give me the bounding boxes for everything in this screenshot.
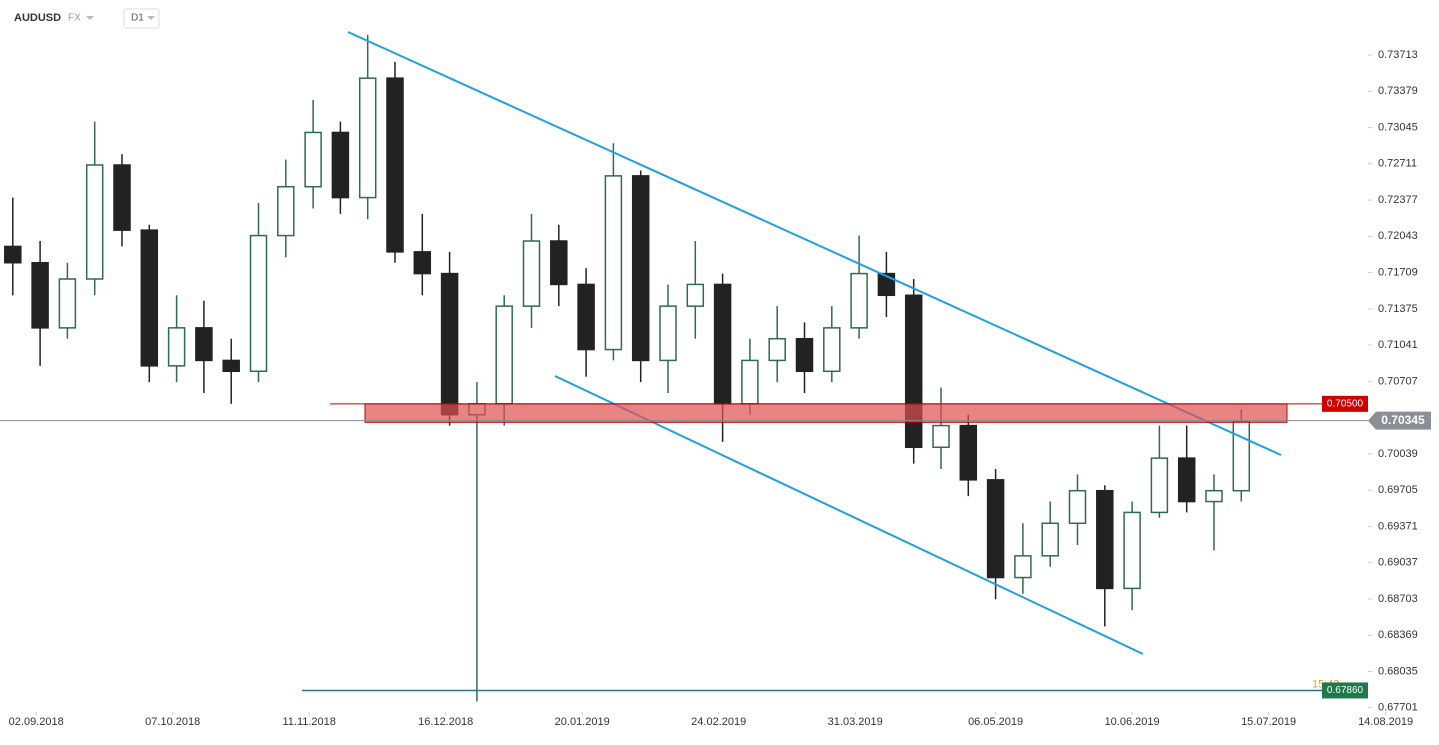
y-tick-label: 0.68369	[1378, 629, 1418, 641]
overlay: 0.73713 0.73379 0.73045 0.72711 0.72377 0.720…	[0, 49, 1431, 728]
resistance-zone	[364, 403, 1288, 423]
candle-body	[631, 175, 650, 362]
interval-box[interactable]	[123, 8, 160, 29]
interval[interactable]: D1	[131, 13, 144, 24]
candle-body	[1014, 555, 1032, 579]
candle-body	[686, 283, 705, 307]
candle-body	[331, 131, 350, 199]
candle-body	[904, 294, 923, 449]
market-caret[interactable]	[86, 16, 94, 20]
candle-body	[167, 327, 186, 367]
candle-body	[140, 229, 159, 367]
support-label: 0.67860	[1327, 685, 1364, 696]
y-tick-label: 0.72377	[1378, 194, 1418, 206]
plot	[4, 34, 1251, 702]
x-tick-label: 16.12.2018	[418, 716, 473, 728]
candle-body	[58, 278, 77, 329]
candle-body	[959, 424, 978, 481]
y-tick-label: 0.69037	[1378, 557, 1418, 569]
candle-body	[1177, 457, 1196, 503]
candle-body	[358, 77, 377, 199]
candle-body	[932, 424, 950, 449]
candle-body	[31, 261, 49, 329]
candle-body	[1096, 489, 1114, 590]
x-tick-label: 02.09.2018	[9, 716, 64, 728]
y-tick-label: 0.71375	[1378, 303, 1418, 315]
y-tick-label: 0.70707	[1378, 375, 1418, 387]
candle-body	[850, 272, 868, 329]
x-tick-label: 06.05.2019	[968, 716, 1023, 728]
resistance-tag	[1322, 395, 1368, 412]
candle-body	[1068, 489, 1087, 525]
market[interactable]: FX	[68, 13, 81, 24]
candle-body	[823, 327, 841, 373]
candle-body	[440, 272, 459, 416]
y-tick-label: 0.70039	[1378, 448, 1418, 460]
y-tick-label: 0.73379	[1378, 85, 1418, 97]
y-tick-label: 0.69371	[1378, 520, 1418, 532]
x-tick-label: 07.10.2018	[145, 716, 200, 728]
y-tick-label: 0.71041	[1378, 339, 1418, 351]
y-tick-label: 0.71709	[1378, 267, 1418, 279]
y-tick-label: 0.68703	[1378, 593, 1418, 605]
candle-body	[1041, 522, 1059, 557]
candle-body	[713, 283, 732, 405]
candle-body	[1123, 511, 1141, 590]
y-tick-label: 0.73045	[1378, 121, 1418, 133]
x-tick-label: 15.07.2019	[1241, 716, 1296, 728]
candle-body	[222, 359, 240, 373]
x-tick-label: 11.11.2018	[282, 716, 335, 728]
candle-body	[85, 164, 104, 280]
candle-body	[741, 359, 759, 405]
y-tick-label: 0.69705	[1378, 484, 1418, 496]
candle-body	[249, 234, 268, 373]
candle-body	[795, 337, 814, 373]
y-tick-label: 0.68035	[1378, 665, 1418, 677]
resistance-label: 0.70500	[1327, 398, 1364, 409]
y-tick-label: 0.72711	[1378, 158, 1417, 170]
candle-body	[1232, 420, 1251, 492]
candle-body	[413, 251, 432, 275]
x-tick-label: 14.08.2019	[1358, 716, 1413, 728]
candle-body	[495, 305, 513, 405]
x-tick-label: 20.01.2019	[555, 716, 610, 728]
candle-body	[768, 337, 786, 362]
last-price-tag	[1368, 411, 1431, 430]
y-tick-label: 0.67701	[1378, 702, 1418, 714]
candle-body	[1205, 489, 1223, 503]
candle-body	[659, 305, 677, 362]
x-tick-label: 31.03.2019	[828, 716, 883, 728]
candle-body	[386, 77, 404, 253]
symbol[interactable]: AUDUSD	[14, 12, 61, 24]
upper-trendline	[347, 31, 1282, 456]
candle-body	[277, 185, 295, 237]
candle-body	[113, 164, 131, 231]
interval-caret	[147, 16, 155, 20]
candle-body	[1150, 457, 1169, 514]
y-tick-label: 0.72043	[1378, 230, 1418, 242]
x-tick-label: 10.06.2019	[1105, 716, 1160, 728]
candle-body	[522, 240, 541, 307]
candle-body	[577, 283, 595, 351]
candle-body	[304, 131, 322, 188]
candle-body	[195, 327, 213, 362]
candle-body	[604, 175, 623, 351]
y-tick-label: 0.73713	[1378, 49, 1418, 61]
x-tick-label: 24.02.2019	[691, 716, 746, 728]
candle-body	[550, 240, 568, 286]
candle-body	[986, 479, 1005, 579]
candle-body	[4, 245, 22, 264]
last-price-label: 0.70345	[1381, 413, 1425, 427]
support-tag	[1322, 682, 1368, 699]
